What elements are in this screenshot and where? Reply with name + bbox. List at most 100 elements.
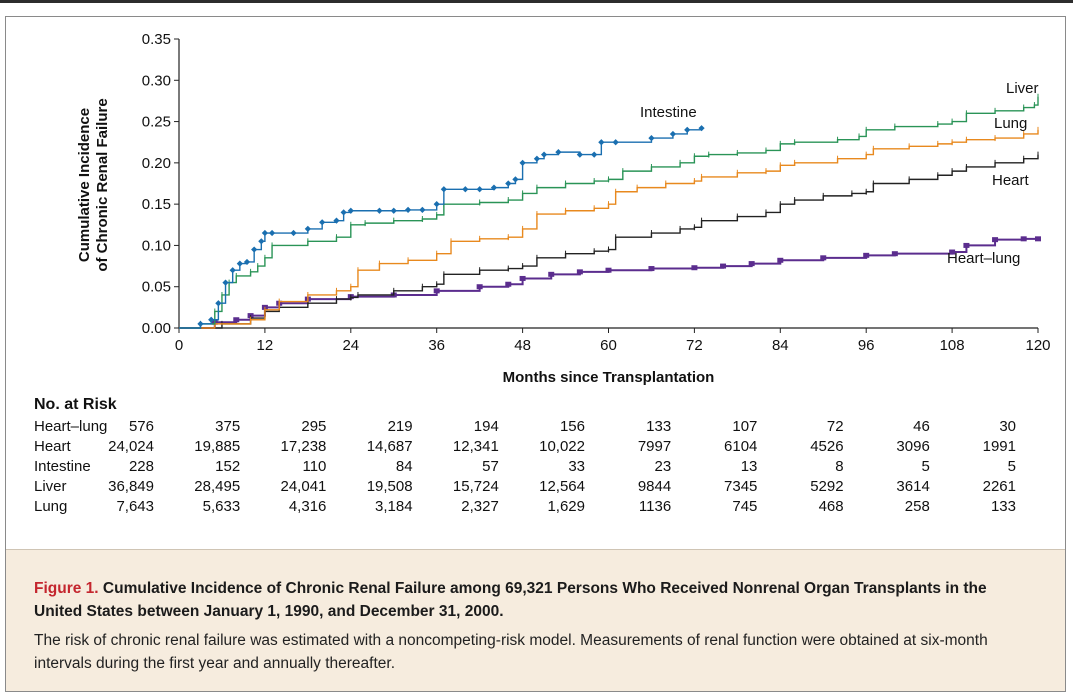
risk-cell: 72 xyxy=(826,418,844,435)
censor-mark-heart-lung xyxy=(519,275,526,281)
series-label-heart: Heart xyxy=(992,172,1030,189)
risk-cell: 17,238 xyxy=(280,438,327,455)
y-tick-label: 0.35 xyxy=(142,31,171,48)
risk-row-label: Liver xyxy=(34,478,67,495)
risk-cell: 5292 xyxy=(810,478,844,495)
caption-description: The risk of chronic renal failure was es… xyxy=(34,632,988,672)
censor-mark-heart-lung xyxy=(949,249,956,255)
censor-mark-heart-lung xyxy=(820,255,827,261)
risk-cell: 24,041 xyxy=(280,478,327,495)
risk-cell: 12,341 xyxy=(452,438,499,455)
x-axis-title: Months since Transplantation xyxy=(503,369,715,386)
risk-cell: 133 xyxy=(646,418,672,435)
censor-mark-intestine xyxy=(197,320,204,327)
censor-mark-intestine xyxy=(333,217,340,224)
risk-cell: 3096 xyxy=(896,438,930,455)
censor-mark-heart-lung xyxy=(863,252,870,258)
risk-table-heading: No. at Risk xyxy=(34,396,117,413)
risk-cell: 110 xyxy=(302,458,327,475)
y-tick-label: 0.15 xyxy=(142,196,171,213)
risk-cell: 5 xyxy=(921,458,930,475)
censor-mark-intestine xyxy=(236,260,243,267)
censor-mark-intestine xyxy=(390,207,397,214)
risk-cell: 36,849 xyxy=(108,478,154,495)
risk-cell: 7997 xyxy=(637,438,672,455)
risk-cell: 228 xyxy=(128,458,154,475)
risk-cell: 33 xyxy=(568,458,585,475)
censor-mark-heart-lung xyxy=(433,288,440,294)
censor-mark-intestine xyxy=(440,186,447,193)
censor-mark-intestine xyxy=(419,206,426,214)
risk-cell: 133 xyxy=(990,498,1016,515)
censor-mark-intestine xyxy=(404,206,412,214)
risk-cell: 9844 xyxy=(637,478,672,495)
risk-cell: 2261 xyxy=(982,478,1016,495)
censor-mark-heart-lung xyxy=(648,266,655,272)
risk-row: Intestine 228 152 110 84 57 33 23 13 8 5 5 xyxy=(34,458,1056,477)
censor-mark-heart-lung xyxy=(891,251,898,257)
y-axis-title-line-1: Cumulative Incidence xyxy=(76,108,93,262)
risk-cell: 8 xyxy=(835,458,844,475)
censor-mark-heart-lung xyxy=(605,267,612,273)
censor-mark-intestine xyxy=(319,219,326,226)
y-tick-label: 0.25 xyxy=(142,114,171,131)
risk-cell: 7345 xyxy=(724,478,758,495)
risk-cell: 12,564 xyxy=(539,478,585,495)
risk-cell: 84 xyxy=(395,458,413,475)
top-rule xyxy=(0,0,1073,3)
series-label-liver: Liver xyxy=(1006,80,1039,97)
x-tick-label: 48 xyxy=(514,337,531,354)
risk-cell: 24,024 xyxy=(108,438,154,455)
risk-cell: 15,724 xyxy=(452,478,499,495)
censor-mark-intestine xyxy=(222,279,229,286)
risk-cell: 3614 xyxy=(896,478,930,495)
risk-cell: 5 xyxy=(1007,458,1016,475)
censor-mark-intestine xyxy=(669,130,677,138)
censor-mark-heart-lung xyxy=(476,284,483,290)
y-tick-label: 0.30 xyxy=(142,72,171,89)
risk-row-label: Intestine xyxy=(34,458,91,475)
censor-mark-heart-lung xyxy=(1020,236,1027,242)
figure-caption: Figure 1. Cumulative Incidence of Chroni… xyxy=(6,549,1065,691)
censor-mark-intestine xyxy=(290,229,297,237)
risk-cell: 57 xyxy=(482,458,499,475)
y-tick-label: 0.00 xyxy=(142,320,171,337)
censor-mark-intestine xyxy=(462,186,469,193)
risk-cell: 295 xyxy=(301,418,327,435)
censor-mark-heart-lung xyxy=(576,269,583,275)
risk-cell: 6104 xyxy=(724,438,758,455)
censor-mark-intestine xyxy=(612,139,619,146)
censor-mark-heart-lung xyxy=(748,261,755,267)
risk-cell: 19,508 xyxy=(366,478,413,495)
x-tick-label: 0 xyxy=(175,337,183,354)
caption-title: Figure 1. Cumulative Incidence of Chroni… xyxy=(34,577,1039,623)
caption-title-text: Cumulative Incidence of Chronic Renal Fa… xyxy=(34,580,987,620)
risk-cell: 375 xyxy=(215,418,241,435)
risk-row-label: Heart–lung xyxy=(34,418,108,435)
risk-cell: 194 xyxy=(473,418,499,435)
risk-cell: 1136 xyxy=(638,498,672,515)
censor-mark-intestine xyxy=(251,246,258,253)
risk-cell: 576 xyxy=(128,418,154,435)
risk-cell: 14,687 xyxy=(366,438,413,455)
censor-mark-intestine xyxy=(258,238,265,245)
y-tick-label: 0.10 xyxy=(142,237,171,254)
censor-mark-intestine xyxy=(591,151,598,158)
y-tick-label: 0.05 xyxy=(142,279,171,296)
risk-cell: 7,643 xyxy=(116,498,154,515)
risk-cell: 156 xyxy=(559,418,585,435)
censor-mark-heart-lung xyxy=(233,317,240,323)
censor-mark-intestine xyxy=(376,207,383,214)
risk-row-label: Heart xyxy=(34,438,71,455)
risk-cell: 1,629 xyxy=(547,498,585,515)
risk-row: Lung 7,643 5,633 4,316 3,184 2,327 1,629 1136 74… xyxy=(34,498,1056,517)
risk-cell: 30 xyxy=(999,418,1016,435)
series-line-intestine xyxy=(179,128,703,329)
censor-mark-heart-lung xyxy=(548,271,555,277)
risk-cell: 19,885 xyxy=(194,438,241,455)
censor-mark-intestine xyxy=(433,201,440,208)
x-tick-label: 84 xyxy=(772,337,789,354)
risk-cell: 1991 xyxy=(982,438,1016,455)
censor-mark-heart-lung xyxy=(992,237,999,243)
risk-cell: 2,327 xyxy=(461,498,499,515)
